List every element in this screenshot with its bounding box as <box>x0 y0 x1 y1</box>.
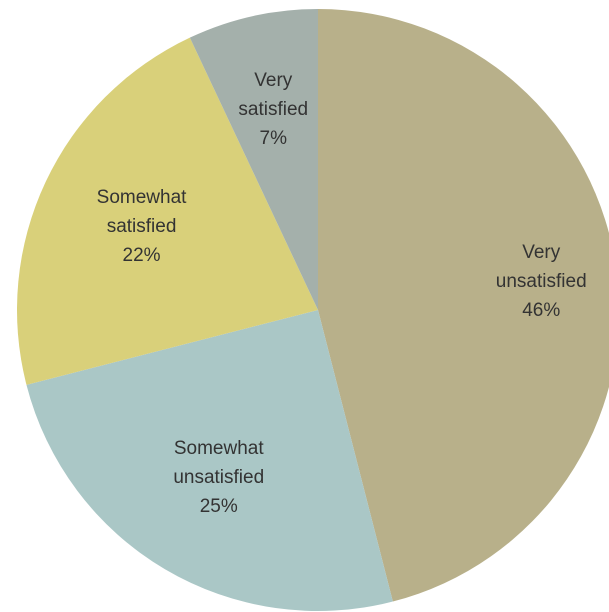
slice-value-label: 46% <box>522 300 561 322</box>
slice-category-label: Somewhat <box>173 438 264 460</box>
pie-slice <box>318 9 609 602</box>
slice-category-label: Very <box>522 242 561 264</box>
slice-category-label: satisfied <box>238 99 309 121</box>
pie-slice <box>189 9 318 310</box>
slice-category-label: Very <box>254 70 293 92</box>
pie-slice <box>26 310 393 611</box>
slice-category-label: unsatisfied <box>173 467 265 489</box>
slice-category-label: satisfied <box>106 216 177 238</box>
slice-category-label: Somewhat <box>96 187 187 209</box>
slice-value-label: 25% <box>199 496 238 518</box>
slice-value-label: 7% <box>259 128 287 150</box>
pie-slices <box>16 9 609 611</box>
slice-value-label: 22% <box>122 245 161 267</box>
slice-category-label: unsatisfied <box>495 271 587 293</box>
pie-slice <box>16 37 318 385</box>
